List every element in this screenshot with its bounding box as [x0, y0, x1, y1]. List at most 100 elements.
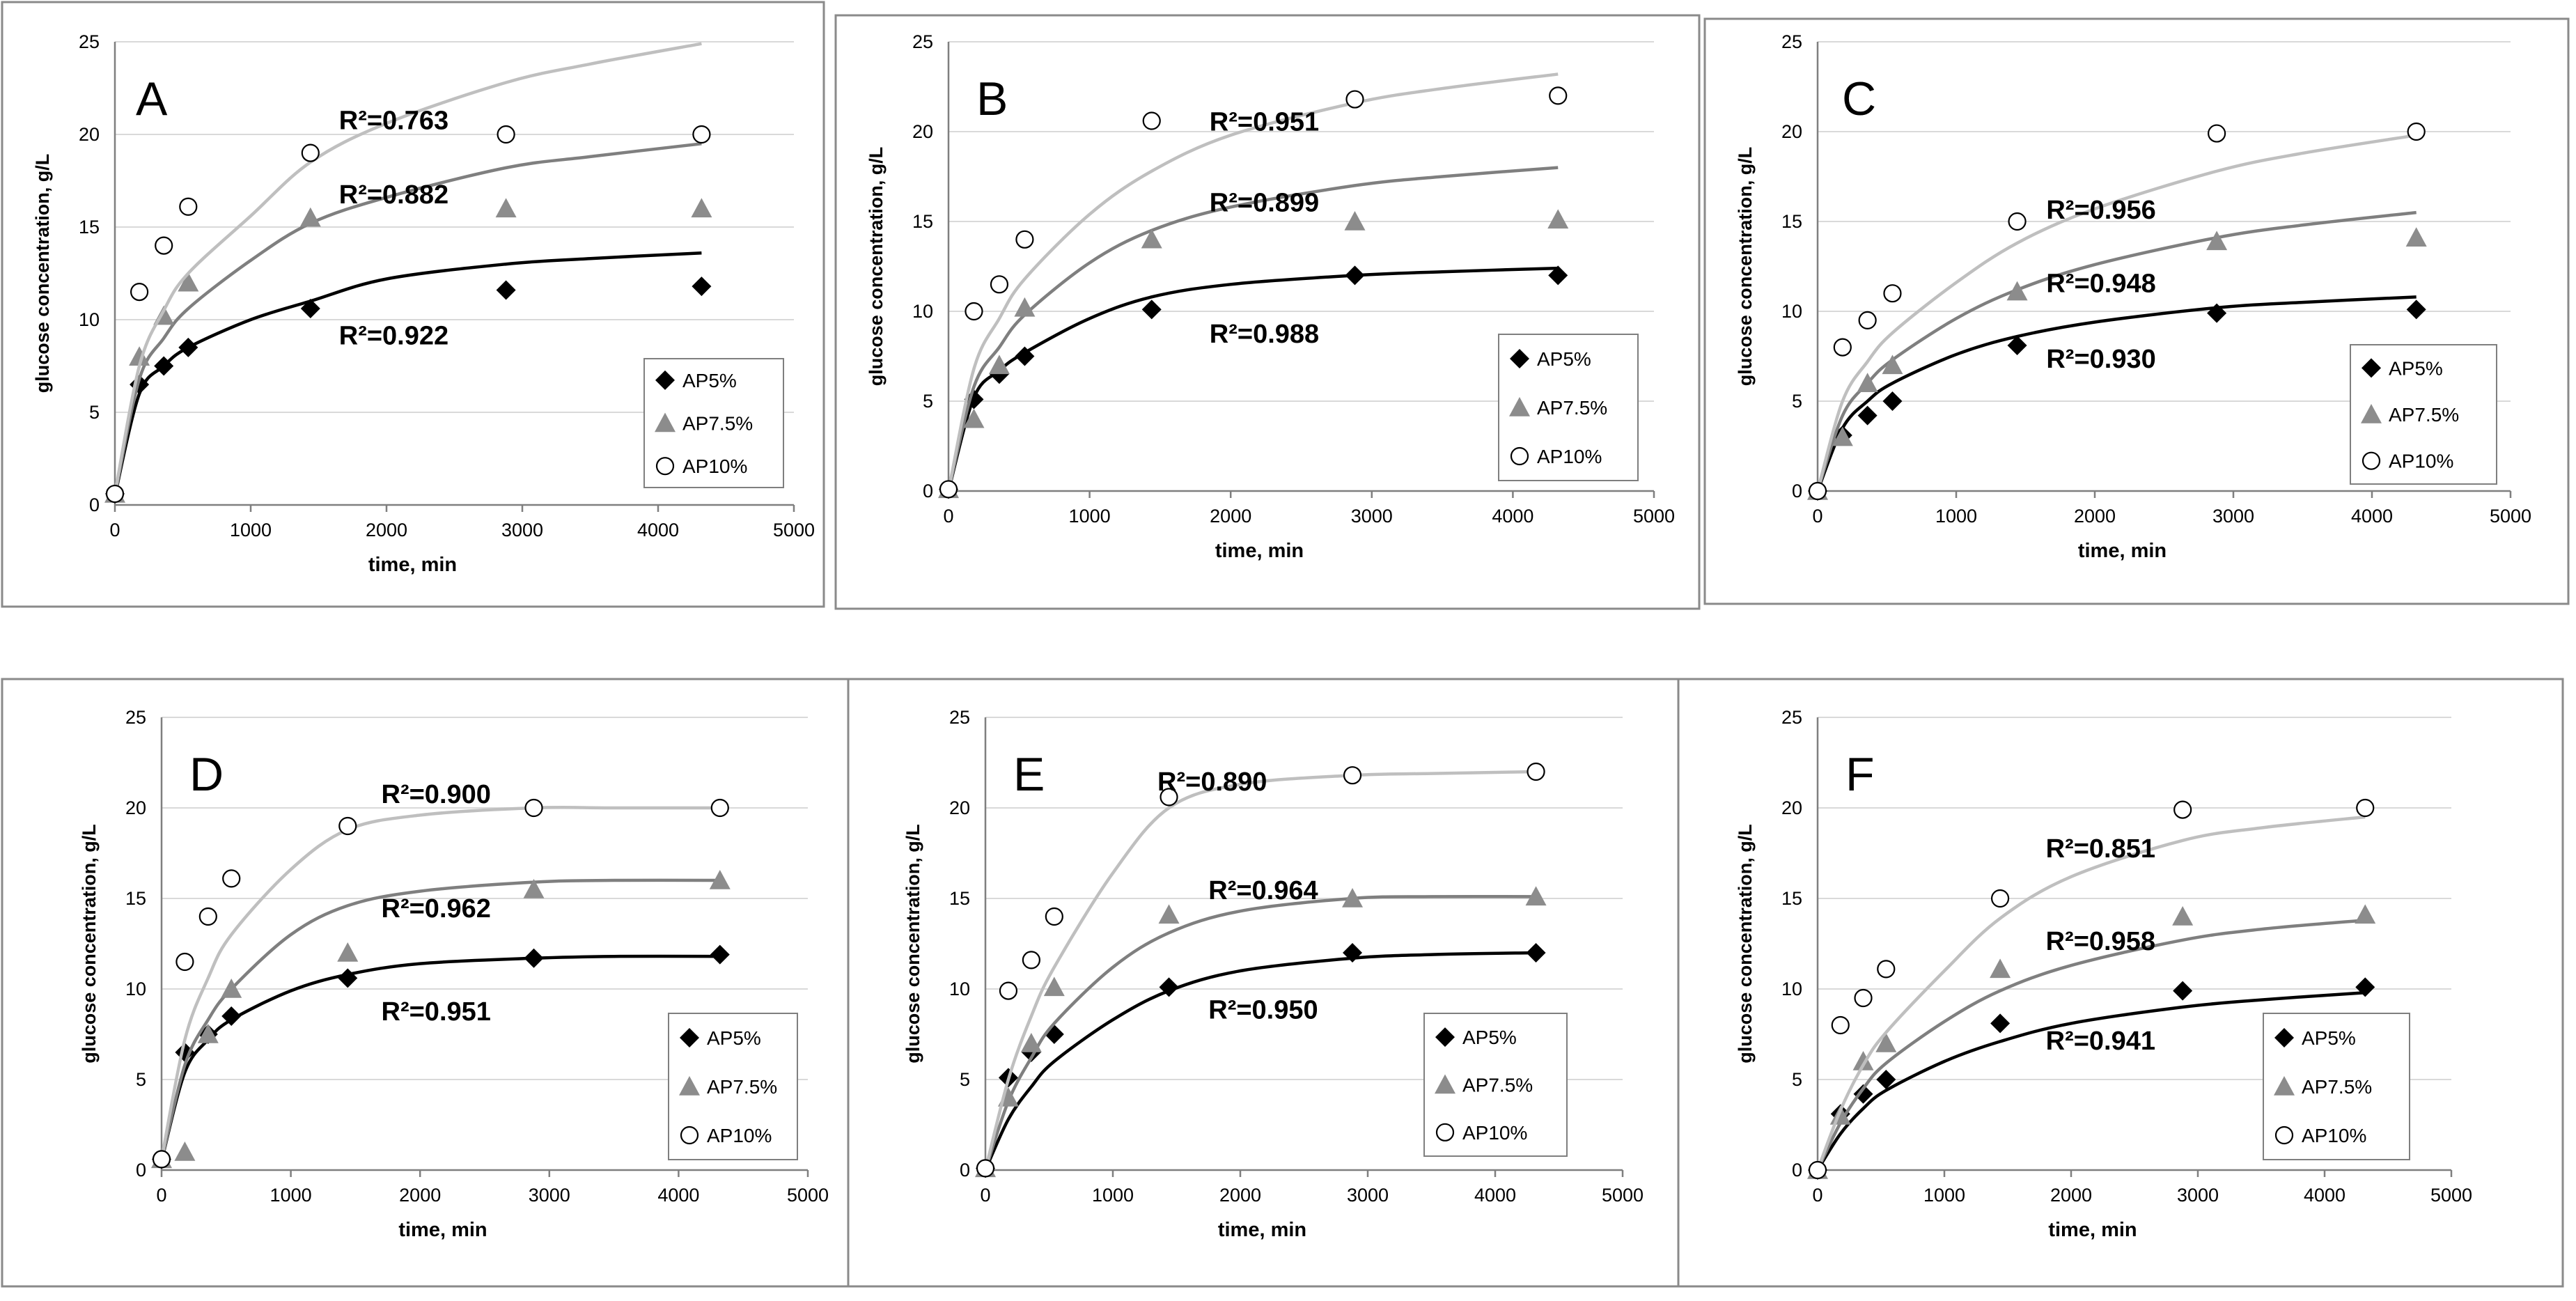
r2-label: R²=0.890: [1157, 768, 1267, 797]
r2-label: R²=0.763: [339, 107, 448, 136]
data-point: [976, 1159, 995, 1178]
data-point: [2356, 798, 2375, 818]
legend-marker: [655, 370, 675, 390]
fit-line: [946, 266, 1559, 492]
data-point: [198, 907, 217, 926]
data-point: [1159, 977, 1179, 997]
fit-line: [1816, 133, 2417, 492]
y-tick-label: 15: [125, 888, 146, 909]
legend-marker: [1435, 1074, 1455, 1094]
legend-entry: AP10%: [682, 455, 747, 477]
data-point: [174, 1142, 196, 1161]
r2-label: R²=0.882: [339, 180, 448, 210]
legend: AP5% AP7.5% AP10%: [2350, 344, 2497, 485]
y-tick-label: 0: [923, 481, 933, 501]
data-point: [197, 1024, 219, 1043]
y-tick-label: 25: [949, 707, 970, 728]
legend-entry: AP7.5%: [1462, 1075, 1533, 1096]
data-point: [175, 1043, 195, 1062]
r2-label: R²=0.958: [2046, 927, 2155, 956]
fit-line: [983, 894, 1536, 1171]
data-point: [178, 272, 199, 292]
x-tick-label: 4000: [2304, 1185, 2345, 1206]
legend-marker: [2274, 1028, 2294, 1047]
data-point: [1832, 426, 1853, 446]
y-tick-label: 0: [960, 1160, 970, 1181]
data-point: [1015, 230, 1034, 249]
y-tick-label: 10: [912, 301, 933, 322]
y-axis-label: glucose concentration, g/L: [32, 154, 53, 394]
legend: AP5% AP7.5% AP10%: [643, 358, 784, 488]
data-point: [1158, 904, 1180, 924]
x-tick-label: 3000: [1347, 1185, 1389, 1206]
legend-marker: [680, 1125, 699, 1145]
panel-label: F: [1845, 748, 1875, 801]
series-ap10pct: R²=0.951: [939, 72, 1568, 499]
data-point: [1875, 1033, 1897, 1052]
data-point: [2007, 336, 2027, 356]
chart-panel-a: 0 5 10 15 20 25 0 1000 2000 3000 4000 5000 time, min…: [1, 1, 825, 608]
legend-marker: [1435, 1123, 1455, 1142]
y-tick-label: 15: [949, 888, 970, 909]
fit-line: [1816, 990, 2366, 1171]
x-tick-label: 1000: [1069, 506, 1111, 527]
panel-frame: [1, 678, 850, 1288]
r2-label: R²=0.930: [2046, 345, 2155, 374]
y-tick-label: 10: [949, 979, 970, 999]
y-tick-label: 20: [125, 797, 146, 818]
x-tick-label: 5000: [1602, 1185, 1644, 1206]
legend-marker: [1510, 446, 1529, 466]
chart-panel-b: 0 5 10 15 20 25 0 1000 2000 3000 4000 5000 time, min…: [834, 14, 1701, 610]
x-tick-label: 4000: [2351, 506, 2393, 527]
x-tick-label: 3000: [2177, 1185, 2219, 1206]
legend-marker: [1435, 1027, 1455, 1047]
data-point: [1015, 346, 1035, 366]
x-tick-label: 0: [1812, 506, 1822, 527]
data-point: [1344, 211, 1366, 231]
data-point: [2006, 281, 2028, 301]
data-point: [710, 798, 729, 818]
r2-label: R²=0.899: [1210, 189, 1319, 218]
x-tick-label: 4000: [637, 520, 679, 540]
fit-line: [159, 878, 720, 1162]
data-point: [1883, 284, 1902, 303]
legend-entry: AP7.5%: [1537, 397, 1607, 419]
x-tick-label: 1000: [1923, 1185, 1965, 1206]
data-point: [1525, 886, 1547, 906]
r2-label: R²=0.988: [1210, 320, 1319, 349]
x-tick-label: 0: [109, 520, 120, 540]
y-tick-label: 15: [912, 211, 933, 232]
y-tick-label: 10: [1781, 979, 1802, 999]
data-point: [222, 869, 241, 888]
data-point: [178, 337, 198, 357]
y-tick-label: 20: [1781, 121, 1802, 142]
x-tick-label: 2000: [1219, 1185, 1261, 1206]
x-tick-label: 4000: [1492, 506, 1533, 527]
legend-marker: [655, 457, 675, 476]
y-tick-label: 0: [89, 494, 100, 515]
data-point: [1882, 355, 1903, 375]
x-axis-label: time, min: [1215, 540, 1304, 562]
data-point: [1141, 228, 1162, 249]
x-tick-label: 3000: [529, 1185, 570, 1206]
x-tick-label: 3000: [1351, 506, 1393, 527]
data-point: [1160, 788, 1178, 807]
r2-label: R²=0.948: [2046, 270, 2155, 299]
legend: AP5% AP7.5% AP10%: [1498, 334, 1639, 481]
legend-marker: [2362, 358, 2381, 378]
data-point: [2406, 299, 2426, 320]
legend: AP5% AP7.5% AP10%: [668, 1013, 798, 1160]
data-point: [2405, 227, 2427, 247]
legend-entry: AP10%: [1462, 1122, 1527, 1144]
legend-entry: AP10%: [2389, 451, 2453, 472]
series-ap10pct: R²=0.851: [1808, 798, 2375, 1180]
fit-line: [113, 142, 702, 497]
data-point: [2355, 904, 2376, 924]
legend-entry: AP5%: [707, 1027, 761, 1049]
legend: AP5% AP7.5% AP10%: [1423, 1013, 1568, 1157]
legend-entry: AP5%: [682, 370, 737, 391]
series-ap7-5pct: R²=0.899: [938, 166, 1569, 499]
x-tick-label: 3000: [2212, 506, 2254, 527]
y-axis-label: glucose concentration, g/L: [866, 147, 887, 387]
